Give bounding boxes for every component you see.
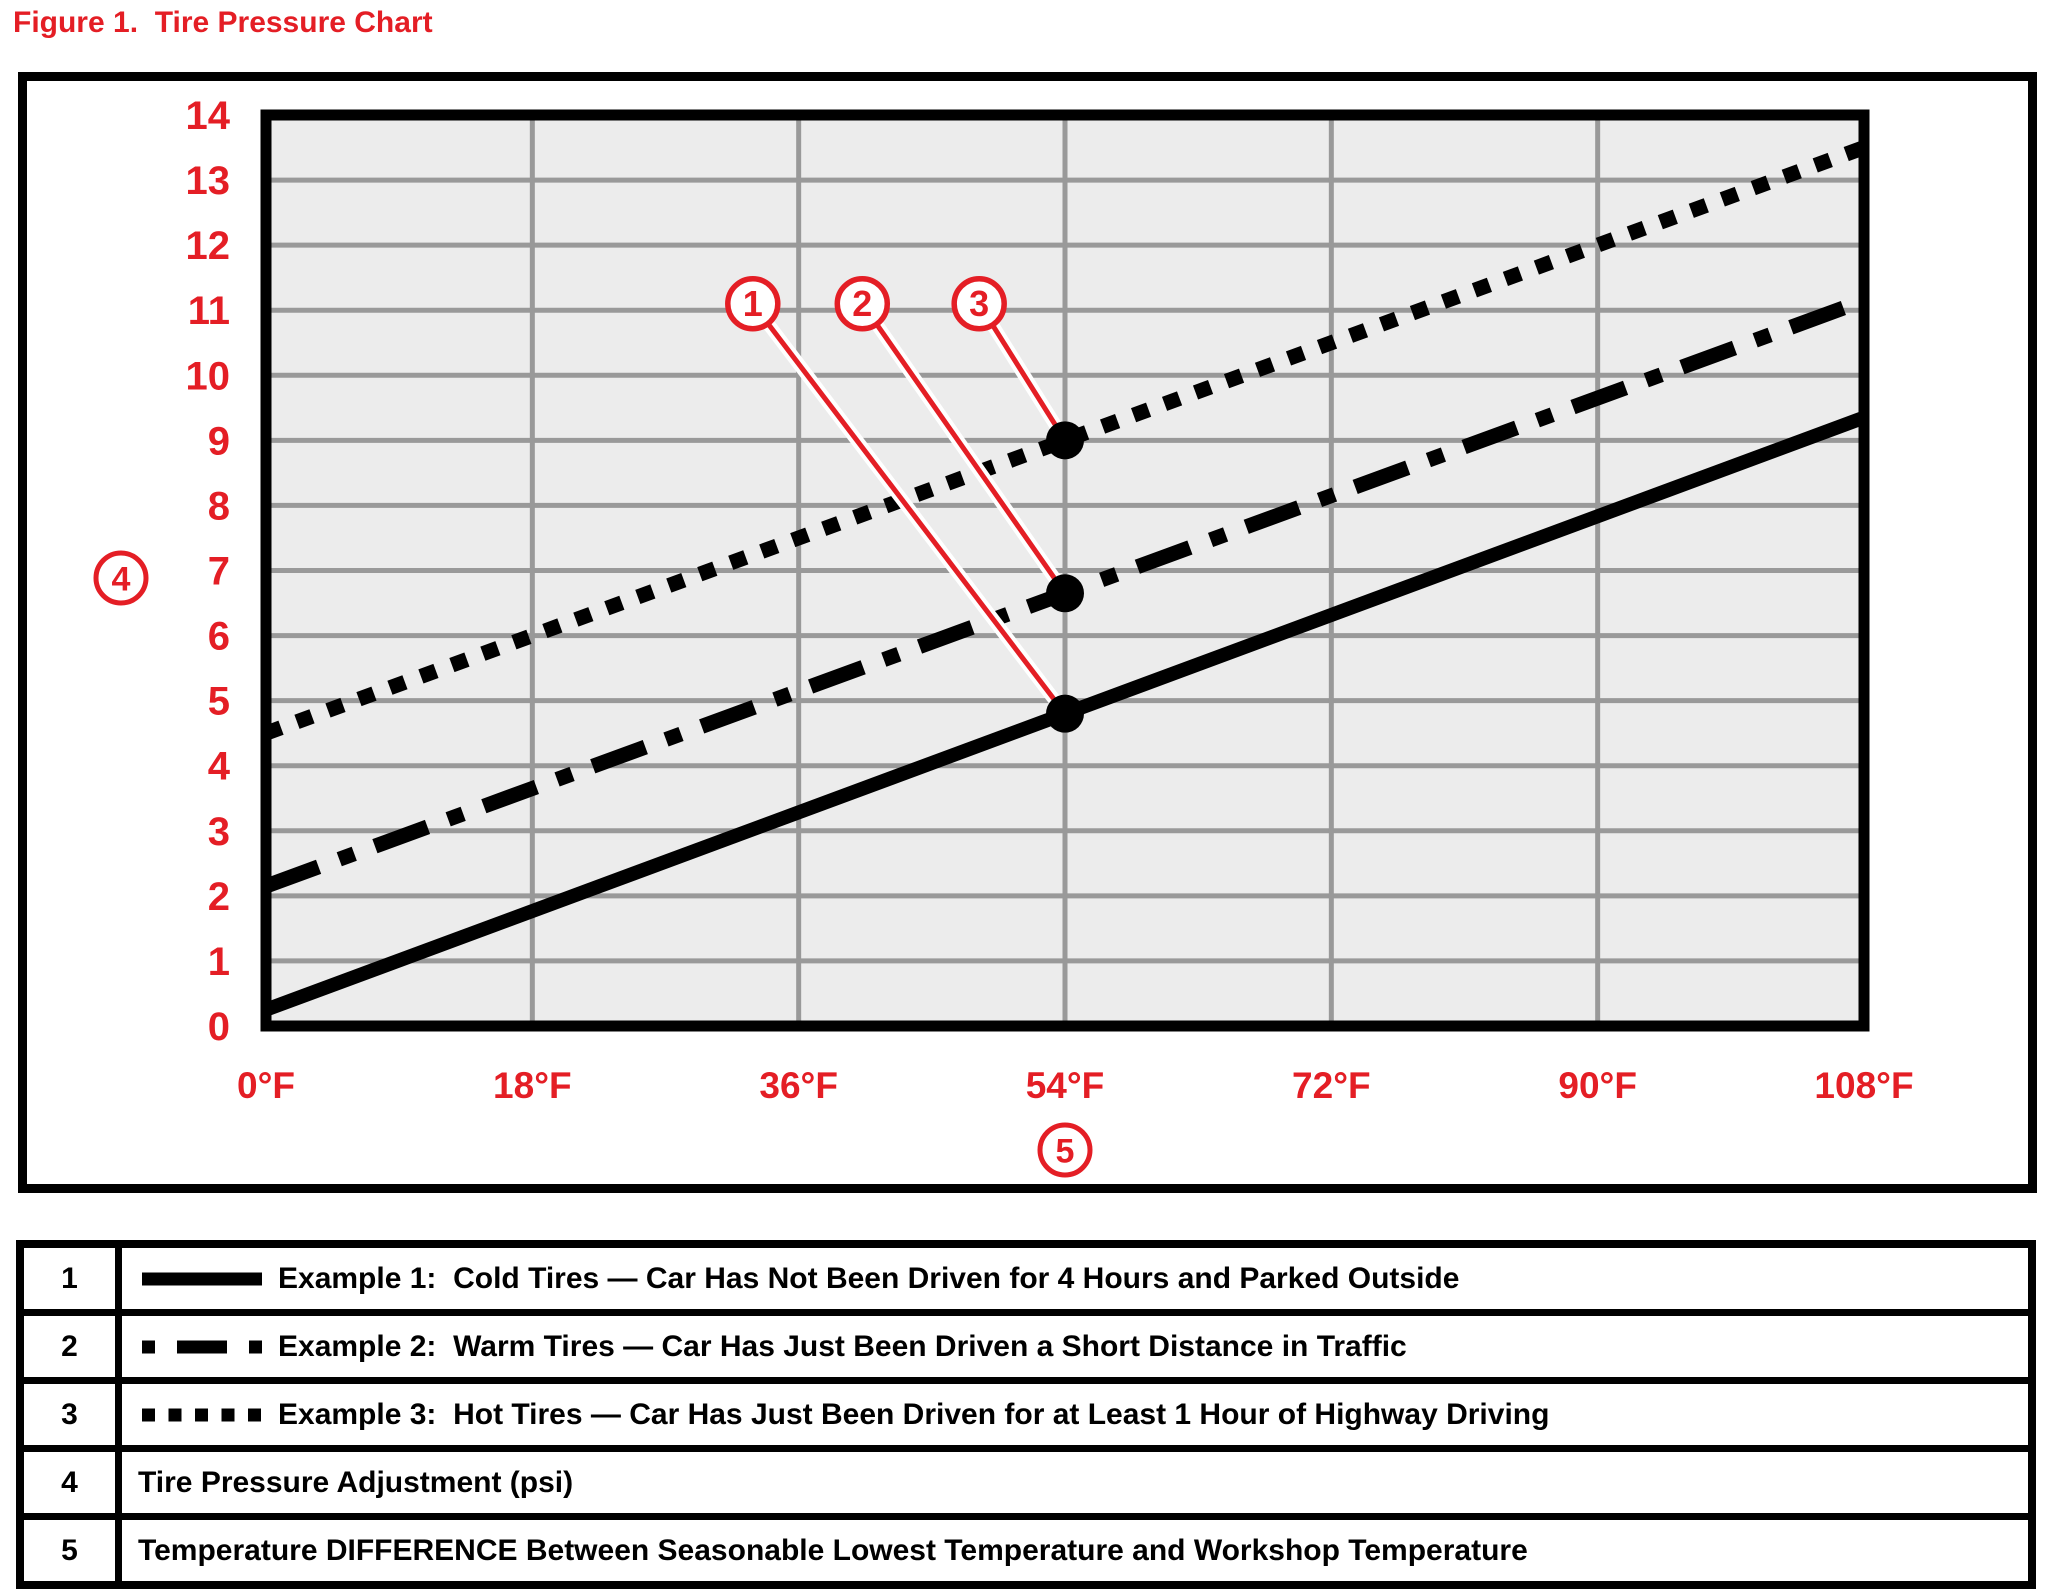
legend-row-text: Tire Pressure Adjustment (psi)	[138, 1466, 574, 1500]
figure-title: Figure 1. Tire Pressure Chart	[13, 6, 433, 39]
x-axis-callout-label: 5	[1056, 1133, 1075, 1171]
y-axis-callout-circle	[93, 550, 149, 606]
legend-row-5: 5 Temperature DIFFERENCE Between Seasonab…	[16, 1513, 2036, 1589]
callout-circle-3	[951, 275, 1007, 332]
legend-row-number: 4	[16, 1445, 122, 1520]
marker-dot-3	[1046, 421, 1084, 460]
y-tick-label: 14	[186, 94, 231, 138]
callout-circle-1	[725, 275, 781, 332]
legend-row-4: 4 Tire Pressure Adjustment (psi)	[16, 1445, 2036, 1520]
y-tick-label: 0	[208, 1005, 230, 1049]
callout-circle-label-3: 3	[969, 283, 989, 324]
legend-table: 1 Example 1: Cold Tires — Car Has Not Bee…	[16, 1240, 2036, 1589]
y-axis-callout-label: 4	[112, 561, 131, 599]
x-tick-label: 54°F	[1026, 1065, 1105, 1106]
legend-swatch-solid	[142, 1272, 262, 1286]
y-tick-label: 11	[188, 289, 230, 333]
y-tick-label: 3	[208, 810, 230, 854]
legend-row-number: 2	[16, 1309, 122, 1384]
legend-row-text: Example 3: Hot Tires — Car Has Just Been…	[278, 1398, 1550, 1432]
callout-leader-1	[750, 302, 1067, 716]
x-tick-label: 108°F	[1814, 1065, 1913, 1106]
legend-row-description: Example 3: Hot Tires — Car Has Just Been…	[115, 1377, 2036, 1452]
x-tick-label: 90°F	[1558, 1065, 1637, 1106]
y-tick-label: 9	[208, 419, 230, 463]
marker-dot-2	[1046, 574, 1084, 613]
legend-swatch-dotted	[142, 1408, 261, 1422]
legend-row-description: Temperature DIFFERENCE Between Seasonabl…	[115, 1513, 2036, 1589]
callout-circle-label-2: 2	[852, 283, 872, 324]
legend-row-number: 3	[16, 1377, 122, 1452]
y-tick-label: 10	[186, 354, 231, 398]
legend-row-1: 1 Example 1: Cold Tires — Car Has Not Bee…	[16, 1240, 2036, 1316]
y-tick-label: 5	[208, 680, 230, 724]
legend-row-description: Example 2: Warm Tires — Car Has Just Bee…	[115, 1309, 2036, 1384]
legend-row-number: 1	[16, 1240, 122, 1316]
legend-row-description: Tire Pressure Adjustment (psi)	[115, 1445, 2036, 1520]
chart-outer-box: 1 2 3 0 1 2 3 4 5 6 7 8 9 10 11 12 13 14 0°F 18°F 36°F 54°F 72…	[18, 72, 2037, 1193]
y-tick-label: 1	[208, 940, 230, 984]
x-axis-callout-circle	[1037, 1122, 1093, 1178]
plot-border	[260, 109, 1870, 1032]
y-tick-label: 12	[186, 224, 231, 268]
legend-row-2: 2 Example 2: Warm Tires — Car Has Just Be…	[16, 1309, 2036, 1384]
callout-circle-label-1: 1	[743, 283, 763, 324]
legend-row-text: Example 2: Warm Tires — Car Has Just Bee…	[278, 1330, 1407, 1364]
x-tick-label: 18°F	[493, 1065, 572, 1106]
legend-row-text: Temperature DIFFERENCE Between Seasonabl…	[138, 1534, 1528, 1568]
legend-row-3: 3 Example 3: Hot Tires — Car Has Just Bee…	[16, 1377, 2036, 1452]
x-tick-label: 72°F	[1292, 1065, 1371, 1106]
x-tick-label: 36°F	[759, 1065, 838, 1106]
callout-circle-2	[834, 275, 891, 332]
y-tick-label: 7	[208, 550, 230, 594]
y-tick-label: 4	[208, 745, 231, 789]
x-tick-label: 0°F	[237, 1065, 295, 1106]
legend-row-description: Example 1: Cold Tires — Car Has Not Been…	[115, 1240, 2036, 1316]
legend-row-number: 5	[16, 1513, 122, 1589]
y-tick-label: 2	[208, 875, 230, 919]
legend-swatch-dash-dot	[142, 1340, 264, 1354]
y-tick-label: 6	[208, 615, 230, 659]
marker-dot-1	[1046, 694, 1084, 733]
y-tick-label: 8	[208, 484, 230, 528]
callout-leader-2	[860, 302, 1068, 595]
legend-row-text: Example 1: Cold Tires — Car Has Not Been…	[278, 1262, 1460, 1296]
y-tick-label: 13	[186, 159, 231, 203]
